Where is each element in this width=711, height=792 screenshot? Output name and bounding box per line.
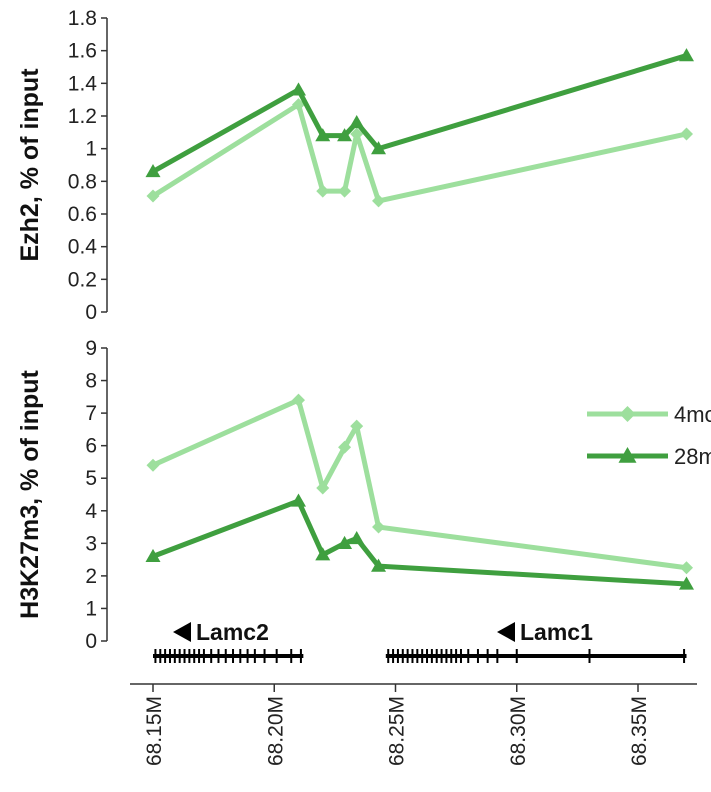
gene-label-Lamc1: Lamc1 xyxy=(520,619,593,645)
gene-label-Lamc2: Lamc2 xyxy=(196,619,269,645)
x-tick-label: 68.30M xyxy=(507,696,530,766)
y-tick-label: 1.4 xyxy=(68,72,98,95)
data-point-4mo xyxy=(680,127,693,141)
x-tick-label: 68.25M xyxy=(386,696,409,766)
series-line-4mo xyxy=(151,102,688,204)
data-point-28mo xyxy=(145,164,161,178)
data-point-4mo xyxy=(350,419,364,433)
y-tick-label: 1.8 xyxy=(68,7,97,30)
data-point-4mo xyxy=(372,194,386,208)
y-tick-label: 1 xyxy=(85,597,97,620)
data-point-28mo xyxy=(371,558,387,572)
y-tick-label: 8 xyxy=(85,370,97,393)
data-point-28mo xyxy=(315,128,331,142)
y-tick-label: 1.6 xyxy=(68,40,97,63)
data-point-4mo xyxy=(292,393,305,407)
y-tick-label: 0 xyxy=(85,630,97,653)
y-axis-title-1: Ezh2, % of input xyxy=(16,68,44,262)
gene-direction-arrow-icon xyxy=(497,622,515,642)
data-point-4mo xyxy=(338,440,352,454)
y-tick-label: 0.8 xyxy=(68,170,97,193)
data-point-4mo xyxy=(146,458,160,472)
data-point-4mo xyxy=(680,561,693,575)
data-point-28mo xyxy=(679,576,694,590)
y-tick-label: 2 xyxy=(85,565,97,588)
data-point-28mo xyxy=(371,141,387,155)
y-tick-label: 4 xyxy=(85,500,97,523)
data-point-4mo xyxy=(350,127,364,141)
legend-marker-4mo xyxy=(619,406,636,422)
data-point-28mo xyxy=(337,535,353,549)
x-tick-label: 68.15M xyxy=(143,696,166,766)
data-point-4mo xyxy=(338,184,352,198)
data-point-28mo xyxy=(291,493,306,507)
y-tick-label: 7 xyxy=(85,402,97,425)
gene-direction-arrow-icon xyxy=(173,622,191,642)
data-point-28mo xyxy=(145,548,161,562)
data-point-28mo xyxy=(349,530,365,545)
y-tick-label: 1 xyxy=(85,138,97,161)
data-point-4mo xyxy=(372,520,386,534)
y-axis-title-2: H3K27m3, % of input xyxy=(16,370,44,619)
y-tick-label: 9 xyxy=(85,337,97,360)
series-line-28mo xyxy=(151,53,688,174)
y-tick-label: 1.2 xyxy=(68,105,97,128)
data-point-28mo xyxy=(291,82,306,96)
y-tick-label: 0 xyxy=(85,301,97,324)
x-tick-label: 68.20M xyxy=(264,696,287,766)
legend-label-4mo: 4mo xyxy=(674,402,711,427)
data-point-28mo xyxy=(315,547,331,561)
y-tick-label: 3 xyxy=(85,532,97,555)
legend-label-28mo: 28mo xyxy=(674,444,711,469)
data-point-28mo xyxy=(337,128,353,142)
legend-marker-28mo xyxy=(618,447,637,463)
data-point-28mo xyxy=(679,48,694,62)
y-tick-label: 0.4 xyxy=(68,236,98,259)
y-tick-label: 0.6 xyxy=(68,203,97,226)
y-tick-label: 6 xyxy=(85,435,97,458)
series-line-4mo xyxy=(151,397,687,571)
data-point-4mo xyxy=(146,189,160,203)
x-tick-label: 68.35M xyxy=(628,696,651,766)
data-point-28mo xyxy=(349,115,365,129)
data-point-4mo xyxy=(316,481,330,495)
y-tick-label: 5 xyxy=(85,467,97,490)
data-point-4mo xyxy=(316,184,330,198)
y-tick-label: 0.2 xyxy=(68,268,97,291)
series-line-28mo xyxy=(152,498,687,587)
